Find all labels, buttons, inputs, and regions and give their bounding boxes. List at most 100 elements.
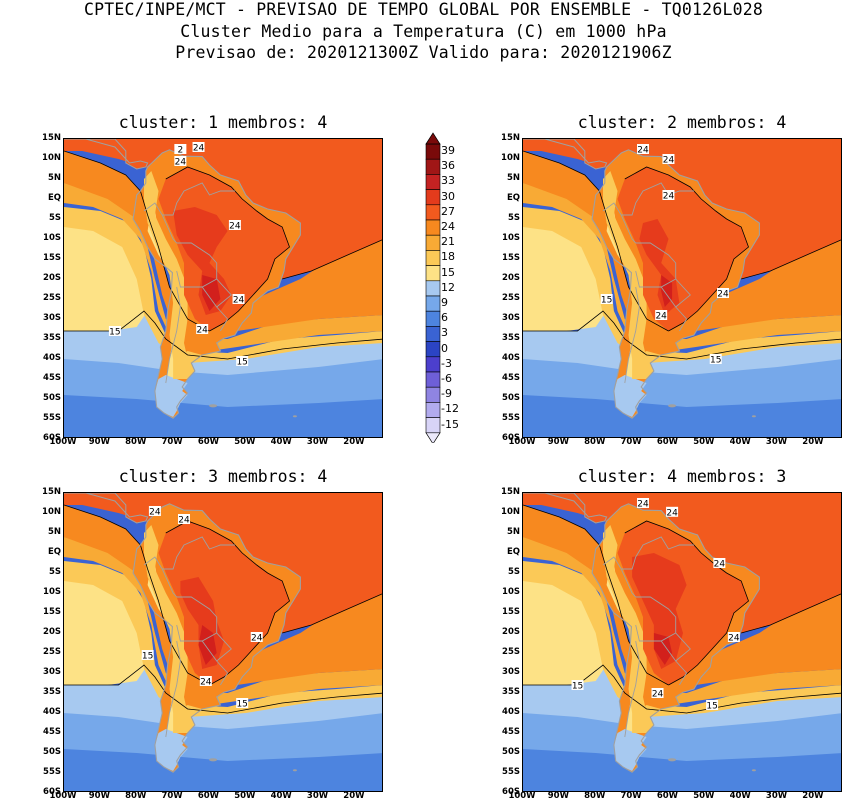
contour-label-bg xyxy=(717,288,729,298)
colorbar-tick-label: 24 xyxy=(441,220,455,233)
contour-line-24-ocean xyxy=(282,593,382,634)
land-contour-band xyxy=(158,521,290,685)
colorbar-tick-label: 12 xyxy=(441,280,455,294)
contour-label-bg xyxy=(228,220,241,230)
lat-tick-label: 10N xyxy=(42,507,61,517)
contour-label-text: 15 xyxy=(236,358,247,368)
colorbar-top-arrow xyxy=(425,132,441,145)
contour-label-bg xyxy=(148,506,161,516)
lat-tick-label: 60S xyxy=(43,433,61,443)
coastline-central-america xyxy=(64,493,149,524)
land-contour-band xyxy=(603,171,647,359)
lat-tick-label: 15S xyxy=(43,253,61,263)
colorbar-swatch xyxy=(425,386,441,403)
contour-band xyxy=(64,505,382,689)
contour-line-24-ocean xyxy=(282,239,382,280)
contour-line-24-east xyxy=(165,166,290,332)
central-america-land xyxy=(523,493,607,523)
colorbar-tick-label: 3 xyxy=(441,326,448,340)
contour-label: 24 xyxy=(651,688,664,700)
contour-label: 15 xyxy=(706,700,719,712)
contour-line-24-ocean xyxy=(741,593,841,634)
lat-tick-label: 55S xyxy=(43,767,61,777)
title-line-1: CPTEC/INPE/MCT - PREVISAO DE TEMPO GLOBA… xyxy=(84,0,763,19)
colorbar-tick-label: -15 xyxy=(441,417,459,431)
country-border xyxy=(165,286,181,384)
map-svg-4: 24 24 24 24 15 24 15 xyxy=(523,493,841,791)
contour-label: 15 xyxy=(571,680,584,692)
lon-tick-label: 20W xyxy=(802,791,824,801)
colorbar-bottom-arrow xyxy=(425,432,441,443)
coastline xyxy=(132,149,301,419)
lat-tick-label: 35S xyxy=(502,333,520,343)
contour-label-text: 24 xyxy=(637,146,649,156)
colorbar-tick-label: 18 xyxy=(441,250,455,264)
colorbar-swatch xyxy=(425,250,441,266)
colorbar-tick-label: 0 xyxy=(441,341,448,355)
contour-line-24-east xyxy=(624,166,749,332)
contour-label-text: 24 xyxy=(233,296,245,306)
colorbar-tick-label: 39 xyxy=(441,144,455,157)
lat-tick-label: 45S xyxy=(502,727,520,737)
contour-label: 24 xyxy=(637,144,649,156)
contour-label: 24 xyxy=(662,154,675,166)
lat-tick-label: 20S xyxy=(502,273,520,283)
country-border xyxy=(621,536,694,570)
colorbar-swatch xyxy=(425,326,441,342)
lat-tick-label: 5N xyxy=(47,173,61,183)
lon-tick-label: 30W xyxy=(765,791,788,801)
contour-label-text: 24 xyxy=(714,560,726,570)
colorbar-swatch xyxy=(425,189,441,206)
contour-label-text: 24 xyxy=(196,326,208,336)
contour-label-text: 24 xyxy=(637,500,649,510)
colorbar-swatch xyxy=(425,341,441,358)
lon-tick-label: 100W xyxy=(49,791,77,801)
contour-label-bg xyxy=(174,156,187,166)
country-border xyxy=(675,306,688,332)
lat-tick-label: 15N xyxy=(42,487,61,497)
contour-label-bg xyxy=(236,698,249,708)
lon-tick-label: 90W xyxy=(88,437,110,447)
colorbar-tick-label: 9 xyxy=(441,296,448,309)
country-border xyxy=(216,660,229,686)
contour-label: 24 xyxy=(713,558,726,570)
lat-tick-label: 5N xyxy=(506,527,520,537)
country-border xyxy=(635,242,677,288)
lon-tick-label: 40W xyxy=(729,791,751,801)
coastline xyxy=(591,149,760,419)
contour-label-text: 24 xyxy=(229,222,241,232)
map-svg-2: 24 24 24 15 24 24 15 xyxy=(523,139,841,437)
country-border xyxy=(216,306,229,332)
central-america-land xyxy=(64,493,148,523)
lon-tick-label: 70W xyxy=(620,791,642,801)
contour-line-15 xyxy=(64,310,382,360)
contour-label-bg xyxy=(666,506,679,517)
contour-label-text: 15 xyxy=(710,356,721,366)
title-line-3: Previsao de: 2020121300Z Valido para: 20… xyxy=(175,43,672,62)
country-border xyxy=(143,202,178,244)
contour-label-bg xyxy=(178,514,190,524)
land-contour-band xyxy=(613,729,647,771)
contour-band xyxy=(64,207,382,363)
lat-tick-label: 5N xyxy=(506,173,520,183)
lon-tick-label: 20W xyxy=(343,437,365,447)
country-border xyxy=(162,182,235,216)
lat-tick-label: 15N xyxy=(501,133,520,143)
contour-label: 24 xyxy=(666,506,679,518)
country-border xyxy=(624,286,640,384)
contour-label-bg xyxy=(196,324,209,334)
contour-label-bg xyxy=(651,688,664,698)
lon-tick-label: 20W xyxy=(802,437,824,447)
contour-band xyxy=(523,661,841,729)
contour-label-bg xyxy=(706,700,719,710)
contour-line-15 xyxy=(523,664,841,714)
lon-tick-label: 90W xyxy=(88,791,110,801)
land-contour-band xyxy=(632,553,687,669)
lat-tick-label: 20S xyxy=(43,627,61,637)
lon-tick-label: 40W xyxy=(270,791,292,801)
land-contour-band xyxy=(173,351,203,379)
contour-label-bg xyxy=(709,354,722,364)
colorbar-swatch xyxy=(425,143,441,160)
lon-tick-label: 50W xyxy=(234,791,256,801)
contour-band xyxy=(64,183,382,351)
